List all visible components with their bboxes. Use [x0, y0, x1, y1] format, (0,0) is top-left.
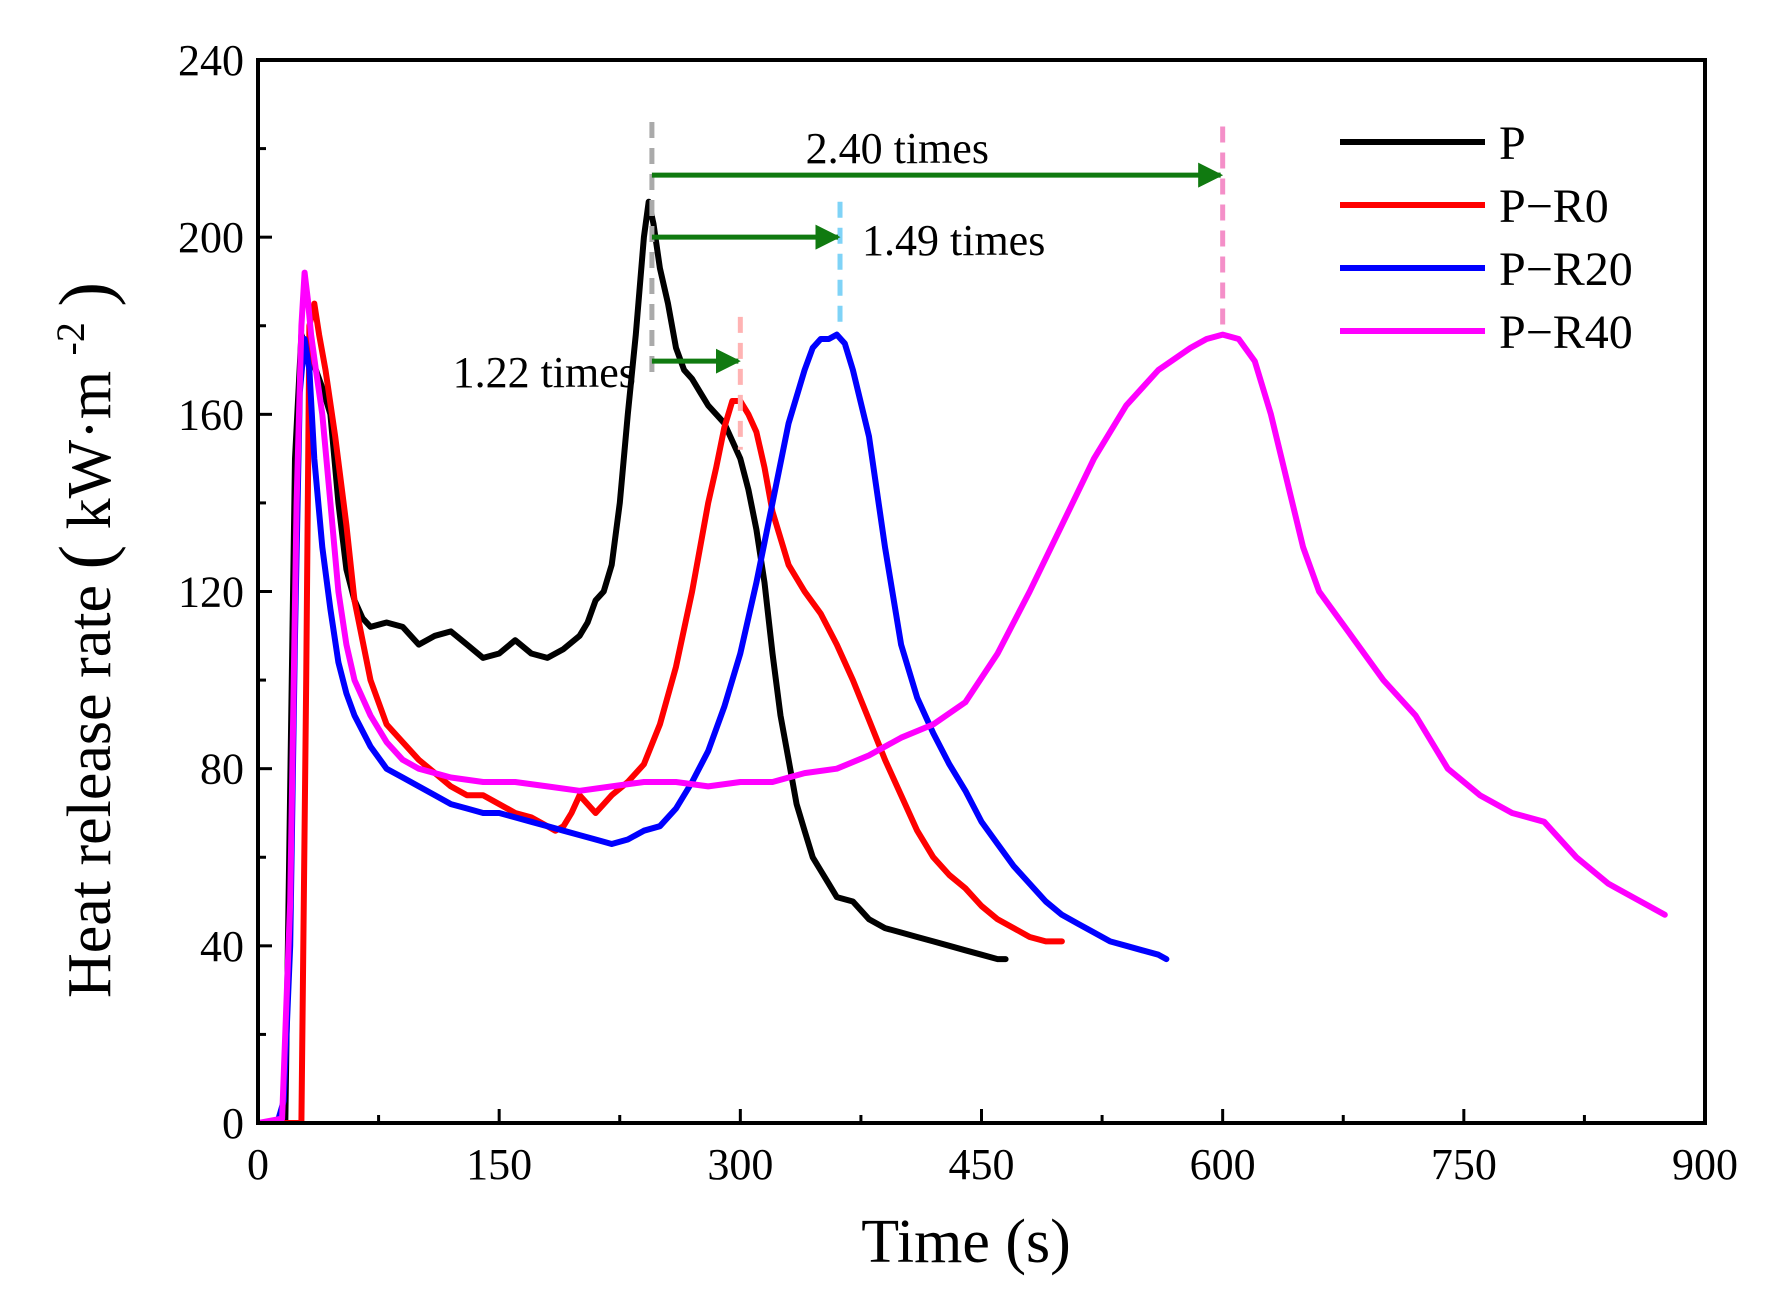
y-axis-title-close: )	[45, 282, 127, 307]
legend: P P−R0 P−R20 P−R40	[1340, 117, 1633, 359]
y-axis-title: Heat release rate ( kW·m -2 )	[30, 282, 127, 998]
x-tick-label: 900	[1672, 1140, 1738, 1189]
y-tick-label: 200	[178, 213, 244, 262]
y-axis-title-unit: kW·m	[56, 371, 124, 529]
x-axis-title: Time (s)	[861, 1208, 1071, 1276]
y-axis-title-exponent: -2	[48, 322, 93, 355]
ratio-label-1: 1.22 times	[453, 348, 636, 397]
x-tick-label: 450	[949, 1140, 1015, 1189]
x-tick-label: 150	[466, 1140, 532, 1189]
series-line-p	[258, 202, 1006, 1123]
y-tick-label: 0	[222, 1099, 244, 1148]
data-marks: 1.22 times 1.49 times 2.40 times	[258, 122, 1665, 1123]
ratio-label-2: 1.49 times	[862, 216, 1045, 265]
legend-label-pr40: P−R40	[1499, 306, 1633, 359]
y-axis-title-prefix: Heat release rate	[56, 570, 124, 999]
heat-release-rate-chart: 1.22 times 1.49 times 2.40 times 0 150 300 45…	[0, 0, 1772, 1308]
y-tick-label: 80	[200, 745, 244, 794]
ratio-label-3: 2.40 times	[806, 124, 989, 173]
legend-label-p: P	[1499, 117, 1526, 170]
legend-label-pr0: P−R0	[1499, 180, 1609, 233]
x-tick-label: 750	[1431, 1140, 1497, 1189]
x-tick-label: 600	[1190, 1140, 1256, 1189]
y-axis-title-open: (	[45, 545, 127, 570]
x-tick-label: 300	[707, 1140, 773, 1189]
y-tick-label: 240	[178, 36, 244, 85]
series-line-pr40	[258, 273, 1665, 1123]
series-line-pr0	[258, 304, 1062, 1123]
x-tick-label: 0	[247, 1140, 269, 1189]
y-tick-label: 120	[178, 568, 244, 617]
y-tick-label: 160	[178, 390, 244, 439]
legend-label-pr20: P−R20	[1499, 243, 1633, 296]
y-tick-label: 40	[200, 922, 244, 971]
